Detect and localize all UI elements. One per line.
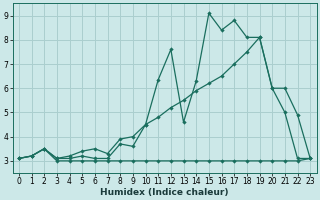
X-axis label: Humidex (Indice chaleur): Humidex (Indice chaleur) <box>100 188 229 197</box>
